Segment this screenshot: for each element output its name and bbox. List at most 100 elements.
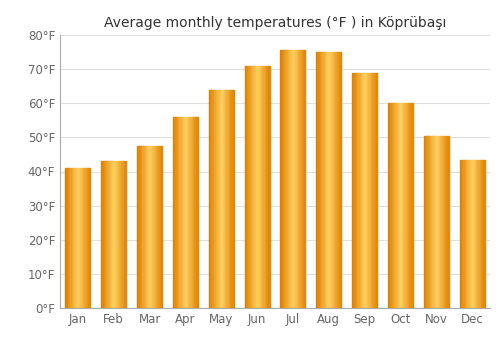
Bar <box>481 160 482 308</box>
Bar <box>246 66 247 308</box>
Bar <box>392 103 393 308</box>
Bar <box>448 136 449 308</box>
Bar <box>439 136 440 308</box>
Bar <box>115 161 116 308</box>
Bar <box>151 146 152 308</box>
Bar <box>101 161 126 308</box>
Bar <box>366 72 367 308</box>
Bar <box>462 160 464 308</box>
Bar <box>471 160 472 308</box>
Bar <box>370 72 371 308</box>
Bar <box>472 160 474 308</box>
Bar <box>193 117 194 308</box>
Bar <box>222 90 224 308</box>
Bar <box>125 161 126 308</box>
Bar <box>425 136 426 308</box>
Bar <box>118 161 119 308</box>
Bar <box>186 117 188 308</box>
Bar <box>436 136 438 308</box>
Bar <box>428 136 430 308</box>
Bar <box>257 66 258 308</box>
Bar <box>211 90 212 308</box>
Bar <box>262 66 264 308</box>
Bar <box>478 160 480 308</box>
Bar <box>293 50 294 308</box>
Bar <box>150 146 151 308</box>
Bar <box>79 168 80 308</box>
Bar <box>428 136 429 308</box>
Bar <box>178 117 179 308</box>
Bar <box>368 72 370 308</box>
Bar <box>84 168 86 308</box>
Bar <box>477 160 478 308</box>
Bar <box>267 66 268 308</box>
Bar <box>182 117 183 308</box>
Bar <box>464 160 466 308</box>
Bar <box>120 161 122 308</box>
Bar <box>438 136 439 308</box>
Bar <box>286 50 288 308</box>
Bar <box>354 72 356 308</box>
Bar <box>406 103 408 308</box>
Bar <box>122 161 124 308</box>
Bar <box>183 117 184 308</box>
Bar <box>73 168 74 308</box>
Bar <box>261 66 262 308</box>
Bar <box>256 66 257 308</box>
Bar <box>254 66 256 308</box>
Bar <box>208 90 234 308</box>
Bar <box>440 136 442 308</box>
Bar <box>225 90 226 308</box>
Bar <box>332 52 334 308</box>
Bar <box>388 103 389 308</box>
Bar <box>364 72 366 308</box>
Bar <box>260 66 261 308</box>
Bar <box>326 52 328 308</box>
Bar <box>244 66 246 308</box>
Bar <box>252 66 254 308</box>
Bar <box>442 136 444 308</box>
Bar <box>105 161 106 308</box>
Bar <box>232 90 234 308</box>
Bar <box>318 52 320 308</box>
Bar <box>424 136 425 308</box>
Bar <box>212 90 214 308</box>
Bar <box>89 168 90 308</box>
Bar <box>106 161 108 308</box>
Bar <box>290 50 292 308</box>
Bar <box>468 160 469 308</box>
Bar <box>402 103 403 308</box>
Bar <box>70 168 72 308</box>
Bar <box>66 168 68 308</box>
Bar <box>299 50 300 308</box>
Bar <box>138 146 140 308</box>
Bar <box>400 103 402 308</box>
Bar <box>148 146 150 308</box>
Bar <box>390 103 392 308</box>
Bar <box>446 136 448 308</box>
Bar <box>216 90 218 308</box>
Bar <box>196 117 198 308</box>
Bar <box>244 66 270 308</box>
Bar <box>470 160 471 308</box>
Bar <box>146 146 147 308</box>
Bar <box>215 90 216 308</box>
Bar <box>280 50 281 308</box>
Bar <box>371 72 372 308</box>
Bar <box>303 50 304 308</box>
Bar <box>173 117 198 308</box>
Bar <box>221 90 222 308</box>
Bar <box>144 146 146 308</box>
Bar <box>152 146 154 308</box>
Bar <box>336 52 338 308</box>
Bar <box>389 103 390 308</box>
Bar <box>431 136 432 308</box>
Bar <box>403 103 404 308</box>
Bar <box>321 52 322 308</box>
Bar <box>361 72 362 308</box>
Bar <box>161 146 162 308</box>
Bar <box>289 50 290 308</box>
Bar <box>466 160 467 308</box>
Bar <box>461 160 462 308</box>
Bar <box>173 117 174 308</box>
